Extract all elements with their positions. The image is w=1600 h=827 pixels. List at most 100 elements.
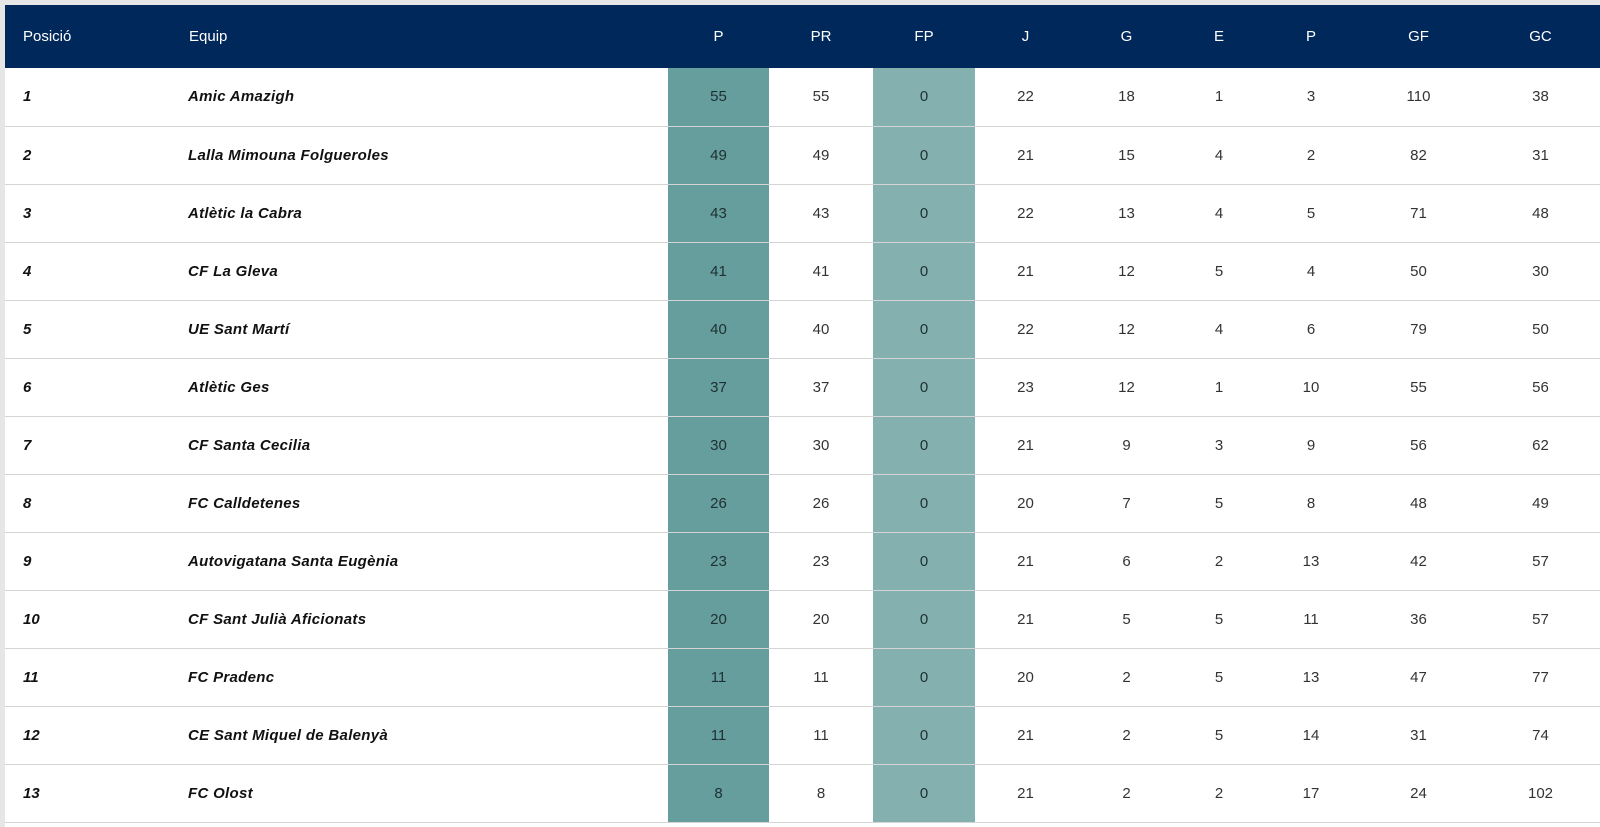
- team-name-cell[interactable]: FC Calldetenes: [188, 494, 301, 512]
- lost-cell: 10: [1302, 378, 1320, 396]
- position-cell: 8: [23, 494, 32, 512]
- position-cell: 4: [23, 262, 32, 280]
- table-header-row: Posició Equip P PR FP J G E P GF GC: [5, 5, 1600, 68]
- pr-cell: 49: [812, 146, 830, 164]
- team-name-cell[interactable]: Autovigatana Santa Eugènia: [188, 552, 399, 570]
- played-cell: 22: [1017, 204, 1034, 222]
- table-row[interactable]: 6 Atlètic Ges 37 37 0 23 12 1 10 55 56: [5, 358, 1600, 416]
- team-name-cell[interactable]: CE Sant Miquel de Balenyà: [188, 726, 389, 744]
- goals-against-cell: 31: [1532, 146, 1549, 164]
- goals-against-cell: 48: [1532, 204, 1549, 222]
- team-name-cell[interactable]: Atlètic Ges: [188, 378, 270, 396]
- drawn-cell: 3: [1214, 436, 1224, 454]
- fp-cell: 0: [873, 184, 975, 242]
- table-row[interactable]: 5 UE Sant Martí 40 40 0 22 12 4 6 79 50: [5, 300, 1600, 358]
- header-goals-for[interactable]: GF: [1408, 28, 1429, 45]
- pr-cell: 11: [813, 726, 829, 744]
- played-cell: 21: [1017, 726, 1034, 744]
- goals-for-cell: 48: [1410, 494, 1427, 512]
- table-row[interactable]: 7 CF Santa Cecilia 30 30 0 21 9 3 9 56 62: [5, 416, 1600, 474]
- table-row[interactable]: 12 CE Sant Miquel de Balenyà 11 11 0 21 2 5 14 31…: [5, 706, 1600, 764]
- team-name-cell[interactable]: CF La Gleva: [188, 262, 278, 280]
- pr-cell: 40: [812, 320, 830, 338]
- team-name-cell[interactable]: UE Sant Martí: [188, 320, 290, 338]
- lost-cell: 6: [1306, 320, 1316, 338]
- table-row[interactable]: 2 Lalla Mimouna Folgueroles 49 49 0 21 15 4 2 82 3…: [5, 126, 1600, 184]
- table-row[interactable]: 9 Autovigatana Santa Eugènia 23 23 0 21 6 2 13 42…: [5, 532, 1600, 590]
- header-played[interactable]: J: [1021, 28, 1030, 45]
- table-row[interactable]: 13 FC Olost 8 8 0 21 2 2 17 24 102: [5, 764, 1600, 822]
- header-goals-against[interactable]: GC: [1529, 28, 1552, 45]
- team-name-cell[interactable]: FC Olost: [188, 784, 253, 802]
- table-row[interactable]: 8 FC Calldetenes 26 26 0 20 7 5 8 48 49: [5, 474, 1600, 532]
- goals-for-cell: 42: [1410, 552, 1427, 570]
- standings-panel: Posició Equip P PR FP J G E P GF GC 1 Ami…: [5, 5, 1600, 827]
- header-pr[interactable]: PR: [810, 28, 832, 45]
- pr-cell: 55: [812, 88, 830, 106]
- drawn-cell: 5: [1214, 494, 1224, 512]
- goals-against-cell: 50: [1532, 320, 1549, 338]
- fp-cell: 0: [873, 416, 975, 474]
- team-name-cell[interactable]: Atlètic la Cabra: [188, 204, 303, 222]
- header-team[interactable]: Equip: [189, 28, 228, 45]
- drawn-cell: 4: [1214, 146, 1224, 164]
- fp-cell: 0: [873, 590, 975, 648]
- won-cell: 13: [1118, 204, 1135, 222]
- goals-against-cell: 38: [1532, 88, 1549, 106]
- team-name-cell[interactable]: CF Sant Julià Aficionats: [188, 610, 367, 628]
- team-name-cell[interactable]: CF Santa Cecilia: [188, 436, 311, 454]
- won-cell: 18: [1118, 88, 1135, 106]
- position-cell: 11: [23, 668, 39, 686]
- goals-for-cell: 47: [1410, 668, 1427, 686]
- points-cell: 20: [668, 590, 769, 648]
- position-cell: 9: [23, 552, 32, 570]
- won-cell: 12: [1118, 262, 1135, 280]
- team-name-cell[interactable]: Amic Amazigh: [188, 88, 295, 106]
- fp-cell: 0: [873, 706, 975, 764]
- won-cell: 12: [1118, 320, 1135, 338]
- drawn-cell: 5: [1214, 726, 1224, 744]
- team-name-cell[interactable]: Lalla Mimouna Folgueroles: [188, 146, 389, 164]
- lost-cell: 13: [1302, 552, 1320, 570]
- won-cell: 15: [1118, 146, 1135, 164]
- points-cell: 26: [668, 474, 769, 532]
- header-won[interactable]: G: [1120, 28, 1133, 45]
- goals-for-cell: 24: [1410, 784, 1427, 802]
- fp-cell: 0: [873, 764, 975, 822]
- position-cell: 13: [23, 784, 40, 802]
- header-fp[interactable]: FP: [914, 28, 934, 45]
- lost-cell: 17: [1302, 784, 1320, 802]
- fp-cell: 0: [873, 242, 975, 300]
- goals-for-cell: 56: [1410, 436, 1427, 454]
- played-cell: 21: [1017, 436, 1034, 454]
- table-row[interactable]: 1 Amic Amazigh 55 55 0 22 18 1 3 110 38: [5, 68, 1600, 126]
- won-cell: 6: [1122, 552, 1131, 570]
- goals-for-cell: 36: [1410, 610, 1427, 628]
- table-row[interactable]: 4 CF La Gleva 41 41 0 21 12 5 4 50 30: [5, 242, 1600, 300]
- table-row[interactable]: 10 CF Sant Julià Aficionats 20 20 0 21 5 5 11 36 5…: [5, 590, 1600, 648]
- drawn-cell: 4: [1214, 204, 1224, 222]
- goals-against-cell: 57: [1532, 552, 1549, 570]
- fp-cell: 0: [873, 474, 975, 532]
- header-lost[interactable]: P: [1305, 28, 1316, 45]
- goals-for-cell: 31: [1410, 726, 1427, 744]
- goals-against-cell: 74: [1532, 726, 1549, 744]
- position-cell: 3: [23, 204, 32, 222]
- table-row[interactable]: 3 Atlètic la Cabra 43 43 0 22 13 4 5 71 48: [5, 184, 1600, 242]
- played-cell: 20: [1017, 668, 1034, 686]
- header-position[interactable]: Posició: [23, 28, 72, 45]
- header-drawn[interactable]: E: [1213, 28, 1224, 45]
- header-points[interactable]: P: [713, 28, 724, 45]
- played-cell: 23: [1017, 378, 1034, 396]
- lost-cell: 9: [1306, 436, 1316, 454]
- won-cell: 2: [1122, 668, 1131, 686]
- team-name-cell[interactable]: FC Pradenc: [188, 668, 275, 686]
- lost-cell: 11: [1303, 610, 1319, 628]
- points-cell: 43: [668, 184, 769, 242]
- position-cell: 12: [23, 726, 40, 744]
- table-row[interactable]: 11 FC Pradenc 11 11 0 20 2 5 13 47 77: [5, 648, 1600, 706]
- pr-cell: 11: [813, 668, 829, 686]
- lost-cell: 14: [1302, 726, 1320, 744]
- goals-for-cell: 50: [1410, 262, 1427, 280]
